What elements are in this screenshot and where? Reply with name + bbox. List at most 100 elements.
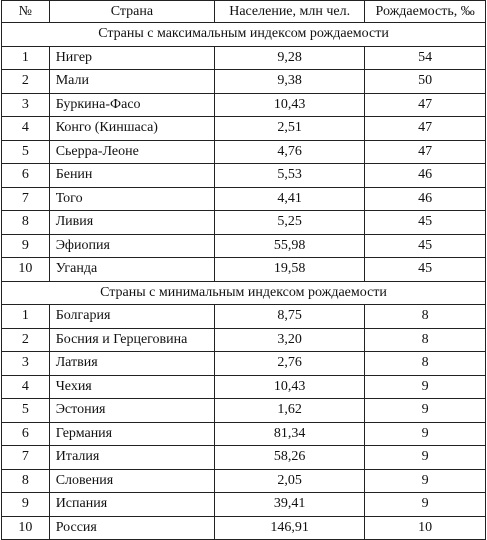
row-population: 2,76 [214, 351, 366, 376]
table-row: 7 Италия 58,26 9 [1, 445, 486, 470]
row-population: 8,75 [214, 304, 366, 329]
row-num: 2 [1, 69, 50, 94]
row-num: 2 [1, 327, 50, 352]
table-row: 9 Эфиопия 55,98 45 [1, 233, 486, 258]
row-country: Испания [48, 492, 216, 517]
row-population: 9,38 [214, 69, 366, 94]
row-country: Словения [48, 468, 216, 493]
table-row: 6 Бенин 5,53 46 [1, 163, 486, 188]
table-row: 2 Мали 9,38 50 [1, 69, 486, 94]
row-population: 81,34 [214, 421, 366, 446]
table-row: 2 Босния и Герцеговина 3,20 8 [1, 327, 486, 352]
row-birthrate: 8 [364, 327, 486, 352]
row-country: Германия [48, 421, 216, 446]
row-num: 8 [1, 210, 50, 235]
row-country: Италия [48, 445, 216, 470]
row-birthrate: 9 [364, 398, 486, 423]
row-num: 5 [1, 398, 50, 423]
row-num: 1 [1, 45, 50, 70]
row-country: Бенин [48, 163, 216, 188]
row-birthrate: 46 [364, 163, 486, 188]
row-population: 4,76 [214, 139, 366, 164]
table-row: 1 Нигер 9,28 54 [1, 45, 486, 70]
table-row: 5 Сьерра-Леоне 4,76 47 [1, 139, 486, 164]
row-num: 6 [1, 421, 50, 446]
section-title: Страны с минимальным индексом рождаемост… [1, 280, 486, 305]
row-birthrate: 9 [364, 421, 486, 446]
row-birthrate: 9 [364, 468, 486, 493]
table-row: 1 Болгария 8,75 8 [1, 304, 486, 329]
table-row: 4 Чехия 10,43 9 [1, 374, 486, 399]
row-num: 4 [1, 116, 50, 141]
table-row: 8 Ливия 5,25 45 [1, 210, 486, 235]
row-birthrate: 54 [364, 45, 486, 70]
row-birthrate: 8 [364, 351, 486, 376]
row-population: 19,58 [214, 257, 366, 282]
row-country: Болгария [48, 304, 216, 329]
row-population: 2,05 [214, 468, 366, 493]
row-population: 39,41 [214, 492, 366, 517]
row-population: 58,26 [214, 445, 366, 470]
header-birthrate: Рождаемость, ‰ [364, 0, 486, 23]
row-num: 7 [1, 445, 50, 470]
table-row: 7 Того 4,41 46 [1, 186, 486, 211]
table-row: 10 Уганда 19,58 45 [1, 257, 486, 282]
row-country: Нигер [48, 45, 216, 70]
row-country: Ливия [48, 210, 216, 235]
row-num: 6 [1, 163, 50, 188]
row-birthrate: 46 [364, 186, 486, 211]
header-population: Население, млн чел. [214, 0, 366, 23]
table-row: 5 Эстония 1,62 9 [1, 398, 486, 423]
row-num: 7 [1, 186, 50, 211]
row-population: 5,25 [214, 210, 366, 235]
row-num: 8 [1, 468, 50, 493]
table-body: Страны с максимальным индексом рождаемос… [1, 22, 486, 540]
row-birthrate: 45 [364, 210, 486, 235]
row-num: 5 [1, 139, 50, 164]
row-country: Босния и Герцеговина [48, 327, 216, 352]
row-birthrate: 8 [364, 304, 486, 329]
header-row: № Страна Население, млн чел. Рождаемость… [1, 0, 486, 23]
row-birthrate: 47 [364, 116, 486, 141]
row-country: Эстония [48, 398, 216, 423]
row-population: 3,20 [214, 327, 366, 352]
table-row: 3 Буркина-Фасо 10,43 47 [1, 92, 486, 117]
section-title: Страны с максимальным индексом рождаемос… [1, 22, 486, 47]
row-birthrate: 45 [364, 257, 486, 282]
row-population: 9,28 [214, 45, 366, 70]
row-birthrate: 50 [364, 69, 486, 94]
row-country: Эфиопия [48, 233, 216, 258]
row-population: 1,62 [214, 398, 366, 423]
row-population: 5,53 [214, 163, 366, 188]
row-num: 10 [1, 257, 50, 282]
table-row: 4 Конго (Киншаса) 2,51 47 [1, 116, 486, 141]
table-row: 6 Германия 81,34 9 [1, 421, 486, 446]
row-num: 3 [1, 351, 50, 376]
table-row: 9 Испания 39,41 9 [1, 492, 486, 517]
row-birthrate: 9 [364, 374, 486, 399]
row-num: 9 [1, 233, 50, 258]
row-country: Того [48, 186, 216, 211]
row-num: 3 [1, 92, 50, 117]
row-birthrate: 45 [364, 233, 486, 258]
row-country: Сьерра-Леоне [48, 139, 216, 164]
row-country: Мали [48, 69, 216, 94]
header-num: № [1, 0, 50, 23]
row-population: 10,43 [214, 374, 366, 399]
row-num: 4 [1, 374, 50, 399]
row-country: Уганда [48, 257, 216, 282]
table-row: 8 Словения 2,05 9 [1, 468, 486, 493]
row-num: 1 [1, 304, 50, 329]
row-population: 55,98 [214, 233, 366, 258]
row-num: 9 [1, 492, 50, 517]
row-population: 4,41 [214, 186, 366, 211]
row-country: Буркина-Фасо [48, 92, 216, 117]
row-birthrate: 47 [364, 139, 486, 164]
row-country: Конго (Киншаса) [48, 116, 216, 141]
row-birthrate: 9 [364, 445, 486, 470]
row-population: 2,51 [214, 116, 366, 141]
section-header-row: Страны с максимальным индексом рождаемос… [1, 22, 486, 47]
row-country: Латвия [48, 351, 216, 376]
section-header-row: Страны с минимальным индексом рождаемост… [1, 280, 486, 305]
